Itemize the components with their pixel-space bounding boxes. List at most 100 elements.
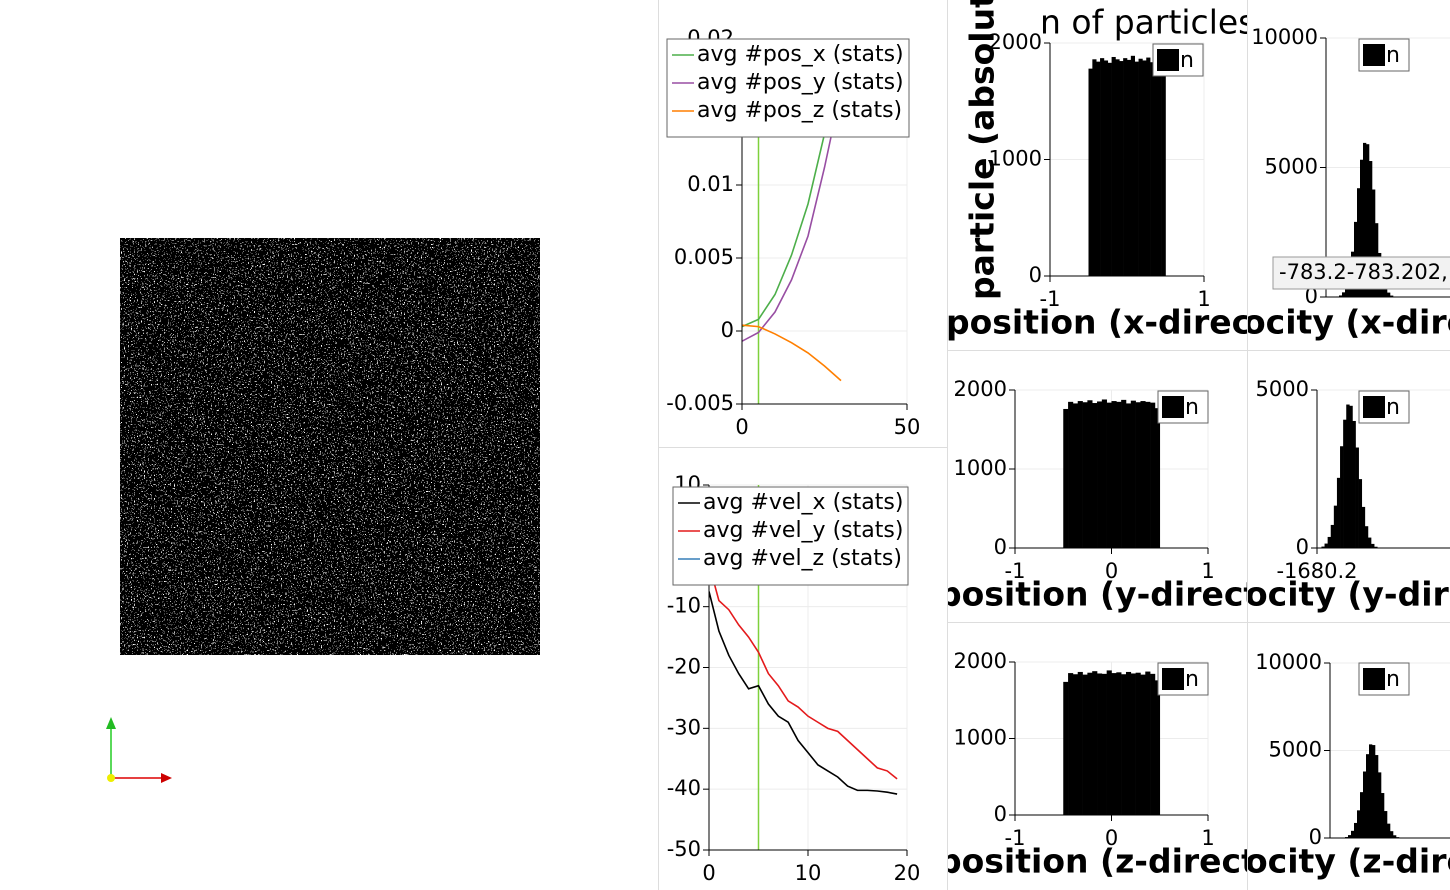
histogram-bar — [1101, 673, 1107, 815]
y-axis-label: particle (absolute — [963, 0, 1002, 300]
histogram-bar — [1146, 57, 1151, 276]
histogram-bar — [1333, 505, 1338, 548]
histogram-bar — [1363, 142, 1367, 297]
histogram-bar — [1092, 671, 1098, 815]
histogram-bar — [1111, 673, 1117, 815]
y-tick-label: 0 — [1309, 825, 1322, 849]
histogram-bar — [1068, 673, 1074, 815]
histogram-bar — [1087, 672, 1093, 815]
histogram-bar — [1321, 546, 1325, 548]
x-tick-label: -1680.2 — [1276, 559, 1357, 583]
histogram-bar — [1130, 55, 1135, 276]
x-axis-label: position (z-directi — [938, 842, 1268, 881]
x-tick-label: 1 — [1197, 287, 1210, 311]
histogram-bar — [1072, 674, 1079, 815]
series-line — [742, 89, 842, 342]
histogram-bar — [1354, 822, 1358, 838]
histogram-bar — [1363, 771, 1367, 838]
x-tick-label: 1 — [1201, 559, 1214, 583]
histogram-bar — [1077, 401, 1083, 548]
chart-view[interactable]: 0 1000 2000 -1 1 n position (x-directi n of par… — [946, 0, 1286, 342]
x-tick-label: -1 — [1005, 559, 1026, 583]
histogram-bar — [1154, 408, 1161, 548]
histogram-bar — [1367, 537, 1372, 548]
legend-box — [672, 486, 909, 586]
histogram-bar — [1361, 506, 1366, 548]
histogram-bar — [1119, 61, 1124, 277]
chart-view[interactable]: 0 5000 -1680.2 n ocity (y-direc — [1245, 377, 1450, 614]
legend-box — [666, 38, 910, 138]
histogram-bar — [1390, 831, 1394, 838]
legend-label: avg #vel_y (stats) — [703, 518, 903, 543]
histogram-bar — [1349, 405, 1353, 548]
histogram-bar — [1360, 159, 1364, 297]
legend-label: n — [1185, 395, 1199, 420]
legend-label: n — [1180, 48, 1194, 73]
chart-view[interactable]: 0 5000 10000 n ocity (x-dire — [1243, 25, 1450, 342]
histogram-bar — [1111, 401, 1117, 548]
legend: n — [1358, 662, 1410, 696]
histogram-bar — [1150, 673, 1156, 815]
chart-view[interactable]: -50-40-30-20-1001001020avg #vel_x (stats… — [667, 472, 921, 885]
histogram-bar — [1140, 401, 1146, 548]
histogram-bar — [1145, 401, 1151, 548]
histogram-bar — [1145, 671, 1151, 815]
histogram-bar — [1121, 674, 1127, 815]
histogram-bar — [1077, 671, 1083, 815]
y-tick-label: 0 — [1296, 535, 1309, 559]
y-tick-label: 1000 — [954, 456, 1007, 480]
histogram-bar — [1351, 830, 1355, 838]
histogram-bar — [1374, 546, 1378, 548]
histogram-bar — [1346, 404, 1350, 548]
histogram-bar — [1342, 292, 1346, 297]
x-tick-label: 50 — [894, 415, 921, 439]
legend-label: n — [1386, 395, 1400, 420]
render-view[interactable] — [106, 238, 540, 783]
histogram-bar — [1330, 524, 1335, 548]
histogram-bar — [1366, 144, 1370, 297]
x-tick-label: 0 — [702, 861, 715, 885]
histogram-bar — [1384, 285, 1388, 297]
legend-swatch — [1162, 396, 1184, 418]
x-tick-label: 1 — [1201, 826, 1214, 850]
histogram-bar — [1063, 681, 1069, 815]
histogram-bar — [1348, 835, 1352, 838]
legend-label: avg #pos_z (stats) — [697, 98, 902, 123]
histogram-bar — [1125, 671, 1132, 815]
histogram-bar — [1364, 526, 1369, 548]
histogram-bar — [1352, 420, 1356, 548]
y-tick-label: 0 — [721, 318, 734, 342]
legend-swatch — [1363, 668, 1385, 690]
series-line — [742, 324, 842, 382]
histogram-bar — [1072, 403, 1079, 548]
histogram-bar — [1097, 401, 1103, 548]
histogram-bar — [1387, 292, 1391, 297]
histogram-bar — [1100, 58, 1105, 276]
y-tick-label: 5000 — [1256, 377, 1309, 401]
histogram-bar — [1154, 680, 1161, 815]
histogram-bar — [1343, 419, 1347, 548]
legend-swatch — [1157, 49, 1179, 71]
histogram-bar — [1106, 402, 1112, 548]
legend-label: n — [1386, 667, 1400, 692]
histogram-bar — [1360, 792, 1364, 838]
legend-swatch — [1363, 44, 1385, 66]
legend: n — [1358, 38, 1410, 72]
histogram-bar — [1372, 189, 1376, 297]
tooltip-text: -783.2-783.202, — [1279, 260, 1448, 284]
legend: n — [1157, 662, 1209, 696]
histogram-bar — [1150, 402, 1156, 548]
axis-y-head — [106, 717, 116, 729]
histogram-bar — [1369, 744, 1373, 838]
y-tick-label: -20 — [667, 655, 701, 679]
histogram-bar — [1092, 403, 1098, 548]
chart-view[interactable]: 0 5000 10000 n ocity (z-dire — [1245, 650, 1450, 881]
histogram-bar — [1115, 59, 1120, 277]
y-tick-label: -40 — [667, 776, 701, 800]
histogram-bar — [1096, 61, 1101, 276]
histogram-bar — [1116, 672, 1122, 815]
